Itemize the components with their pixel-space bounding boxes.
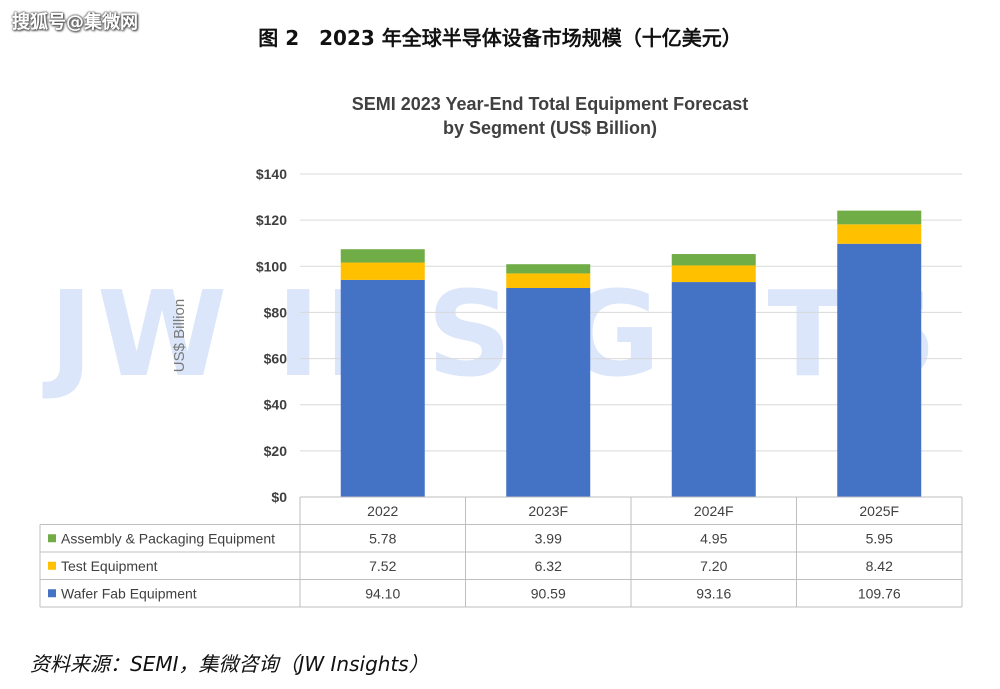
chart-title: SEMI 2023 Year-End Total Equipment Forec… bbox=[352, 94, 748, 114]
figure-title: 图 2 2023 年全球半导体设备市场规模（十亿美元） bbox=[258, 26, 742, 50]
background-watermark: JW INSIGHTS bbox=[42, 265, 941, 403]
y-tick-label: $100 bbox=[256, 258, 287, 274]
data-label: 8.42 bbox=[866, 558, 893, 574]
chart-subtitle: by Segment (US$ Billion) bbox=[443, 118, 657, 138]
bar-assembly-packaging-equipment bbox=[506, 264, 591, 274]
data-label: 7.52 bbox=[369, 558, 396, 574]
data-label: 4.95 bbox=[700, 530, 727, 546]
x-tick-label: 2022 bbox=[367, 503, 398, 519]
legend-label: Test Equipment bbox=[61, 558, 158, 574]
bar-wafer-fab-equipment bbox=[340, 279, 425, 497]
legend-swatch bbox=[48, 534, 56, 543]
bar-wafer-fab-equipment bbox=[506, 287, 591, 497]
bar-test-equipment bbox=[506, 273, 591, 288]
x-tick-label: 2023F bbox=[528, 503, 568, 519]
bar-assembly-packaging-equipment bbox=[671, 254, 756, 266]
bar-test-equipment bbox=[671, 265, 756, 283]
y-tick-label: $80 bbox=[264, 304, 288, 320]
data-label: 5.95 bbox=[866, 530, 893, 546]
legend-label: Assembly & Packaging Equipment bbox=[61, 530, 275, 546]
data-label: 5.78 bbox=[369, 530, 396, 546]
data-label: 94.10 bbox=[365, 585, 400, 601]
bar-assembly-packaging-equipment bbox=[837, 210, 922, 225]
bar-wafer-fab-equipment bbox=[671, 282, 756, 497]
y-axis-label: US$ Billion bbox=[171, 299, 188, 372]
bar-test-equipment bbox=[837, 224, 922, 244]
y-tick-label: $0 bbox=[271, 489, 287, 505]
bar-assembly-packaging-equipment bbox=[340, 249, 425, 263]
data-label: 7.20 bbox=[700, 558, 727, 574]
y-tick-label: $60 bbox=[264, 351, 288, 367]
data-label: 93.16 bbox=[696, 585, 731, 601]
legend-swatch bbox=[48, 561, 56, 570]
y-tick-label: $40 bbox=[264, 397, 288, 413]
data-label: 6.32 bbox=[535, 558, 562, 574]
y-tick-label: $140 bbox=[256, 166, 287, 182]
legend-label: Wafer Fab Equipment bbox=[61, 585, 197, 601]
x-tick-label: 2024F bbox=[694, 503, 734, 519]
site-watermark: 搜狐号@集微网 bbox=[12, 12, 138, 33]
y-tick-label: $120 bbox=[256, 212, 287, 228]
bar-wafer-fab-equipment bbox=[837, 243, 922, 497]
data-label: 109.76 bbox=[858, 585, 901, 601]
x-tick-label: 2025F bbox=[859, 503, 899, 519]
source-note: 资料来源：SEMI，集微咨询（JW Insights） bbox=[30, 652, 429, 676]
y-tick-label: $20 bbox=[264, 443, 288, 459]
legend-swatch bbox=[48, 589, 56, 598]
data-label: 3.99 bbox=[535, 530, 562, 546]
bar-test-equipment bbox=[340, 262, 425, 280]
data-label: 90.59 bbox=[531, 585, 566, 601]
